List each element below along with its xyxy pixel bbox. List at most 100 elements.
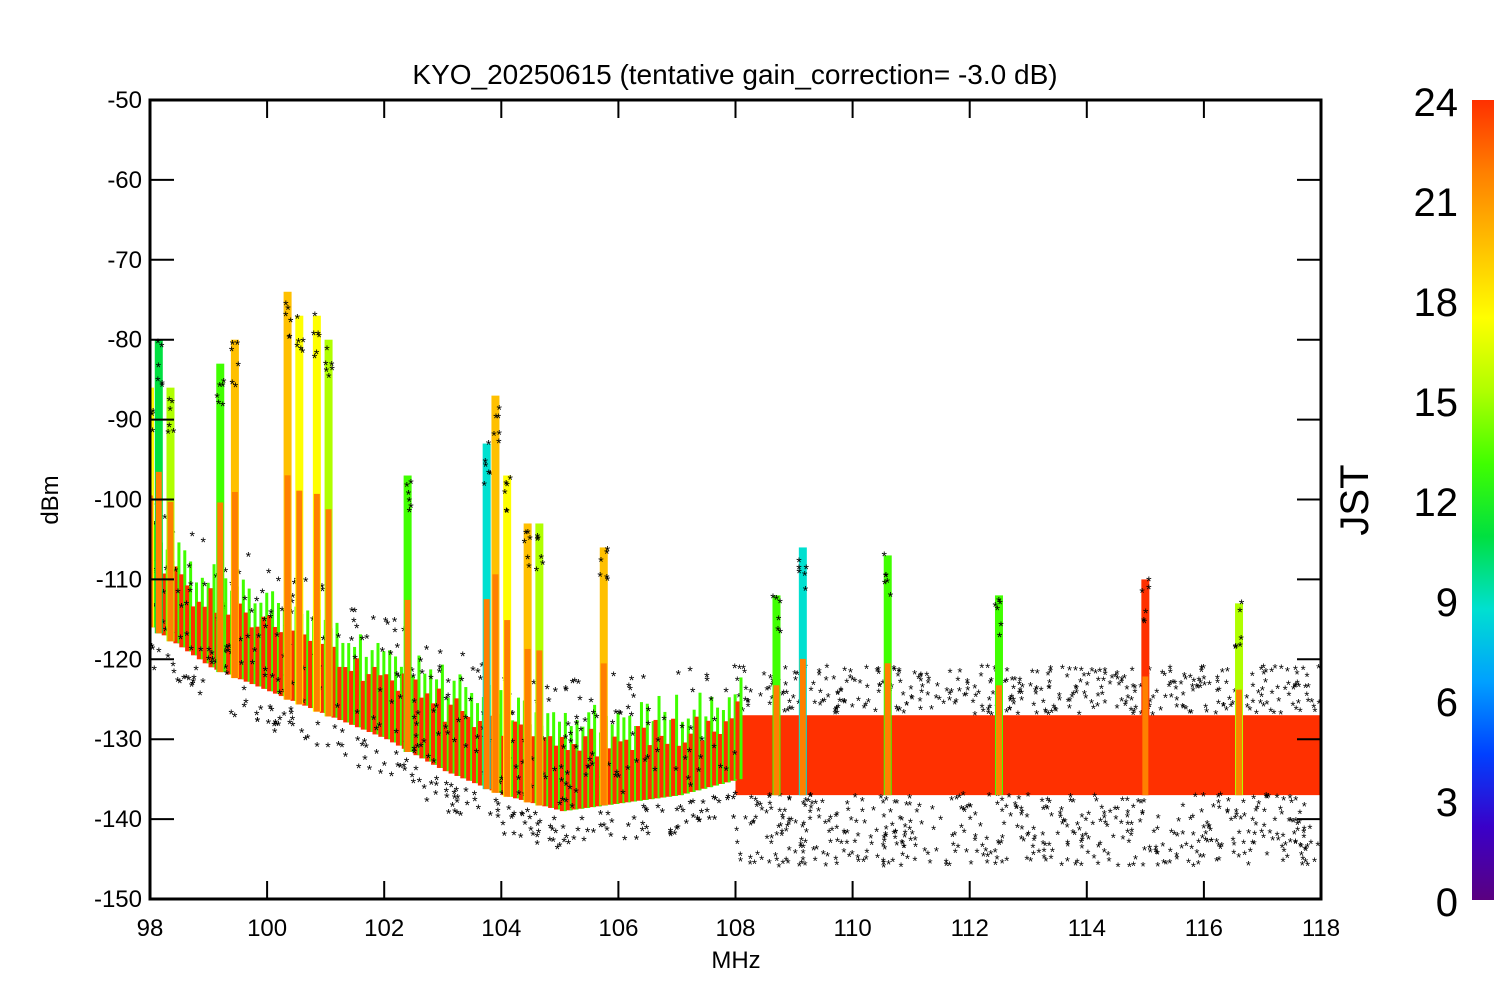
scatter-point: * (891, 662, 896, 677)
spike-point: * (525, 551, 531, 567)
scatter-point: * (1042, 851, 1047, 866)
scatter-point: * (531, 676, 537, 692)
scatter-point: * (795, 668, 800, 683)
scatter-point: * (1103, 816, 1108, 831)
scatter-point: * (1204, 705, 1209, 720)
scatter-point: * (904, 698, 909, 713)
channel-stripe (331, 646, 338, 718)
scatter-point: * (320, 583, 326, 599)
spike-core (884, 663, 891, 796)
scatter-point: * (1017, 677, 1022, 692)
scatter-point: * (853, 790, 858, 805)
scatter-point: * (968, 813, 973, 828)
scatter-point: * (865, 680, 870, 695)
scatter-point: * (776, 860, 781, 875)
scatter-point: * (553, 825, 559, 841)
scatter-point: * (808, 790, 813, 805)
scatter-point: * (835, 686, 840, 701)
scatter-point: * (1259, 689, 1264, 704)
scatter-point: * (1201, 789, 1206, 804)
scatter-point: * (1250, 669, 1255, 684)
channel-stripe (302, 634, 309, 706)
scatter-point: * (976, 687, 981, 702)
scatter-point: * (700, 795, 706, 811)
scatter-point: * (165, 649, 171, 665)
scatter-point: * (382, 758, 388, 774)
scatter-point: * (1220, 665, 1225, 680)
scatter-point: * (944, 684, 949, 699)
scatter-point: * (1298, 704, 1303, 719)
scatter-point: * (385, 617, 391, 633)
scatter-point: * (959, 820, 964, 835)
scatter-point: * (684, 816, 690, 832)
scatter-point: * (861, 855, 866, 870)
scatter-point: * (1305, 859, 1310, 874)
scatter-point: * (536, 825, 542, 841)
scatter-point: * (1140, 859, 1145, 874)
scatter-point: * (188, 578, 194, 594)
x-tick-label: 116 (1185, 915, 1223, 942)
channel-stripe (394, 656, 398, 743)
scatter-point: * (1017, 673, 1022, 688)
scatter-point: * (962, 826, 967, 841)
scatter-point: * (1196, 857, 1201, 872)
scatter-point: * (238, 633, 244, 649)
channel-stripe (645, 703, 649, 800)
scatter-point: * (821, 847, 826, 862)
spike-point: * (523, 526, 529, 542)
scatter-point: * (972, 708, 977, 723)
scatter-point: * (898, 812, 903, 827)
scatter-point: * (557, 797, 563, 813)
channel-stripe (675, 694, 679, 796)
scatter-point: * (460, 648, 466, 664)
channel-stripe (249, 627, 256, 685)
spike-point: * (527, 532, 533, 548)
scatter-point: * (559, 774, 565, 790)
scatter-point: * (276, 718, 282, 734)
scatter-point: * (1019, 822, 1024, 837)
scatter-point: * (1272, 661, 1277, 676)
scatter-point: * (1201, 672, 1206, 687)
scatter-point: * (1082, 669, 1087, 684)
scatter-point: * (1131, 801, 1136, 816)
scatter-point: * (738, 854, 743, 869)
scatter-point: * (1117, 678, 1122, 693)
scatter-point: * (807, 813, 812, 828)
scatter-point: * (1179, 841, 1184, 856)
spike-point: * (311, 327, 317, 343)
scatter-point: * (1215, 684, 1220, 699)
scatter-point: * (985, 660, 990, 675)
scatter-point: * (1191, 828, 1196, 843)
scatter-point: * (902, 841, 907, 856)
spike-point: * (220, 398, 226, 414)
scatter-point: * (1000, 856, 1005, 871)
scatter-point: * (1218, 842, 1223, 857)
scatter-point: * (424, 794, 430, 810)
scatter-point: * (740, 704, 745, 719)
y-tick-label: -130 (94, 726, 142, 753)
scatter-point: * (910, 692, 915, 707)
scatter-point: * (955, 673, 960, 688)
scatter-point: * (1305, 670, 1310, 685)
spike-point: * (775, 623, 781, 639)
scatter-point: * (1015, 821, 1020, 836)
scatter-point: * (835, 687, 840, 702)
scatter-point: * (978, 819, 983, 834)
scatter-point: * (525, 804, 531, 820)
channel-stripe (290, 630, 297, 701)
scatter-point: * (944, 856, 949, 871)
scatter-point: * (934, 691, 939, 706)
scatter-point: * (1160, 839, 1165, 854)
scatter-point: * (690, 795, 696, 811)
spike-point: * (804, 561, 810, 577)
scatter-point: * (336, 629, 342, 645)
scatter-point: * (812, 696, 817, 711)
colorbar-tick-label: 9 (1436, 581, 1458, 625)
scatter-point: * (225, 644, 231, 660)
y-tick-label: -150 (94, 886, 142, 913)
spike-point: * (803, 583, 809, 599)
scatter-point: * (877, 679, 882, 694)
scatter-point: * (548, 820, 554, 836)
scatter-point: * (696, 814, 702, 830)
scatter-point: * (1306, 694, 1311, 709)
